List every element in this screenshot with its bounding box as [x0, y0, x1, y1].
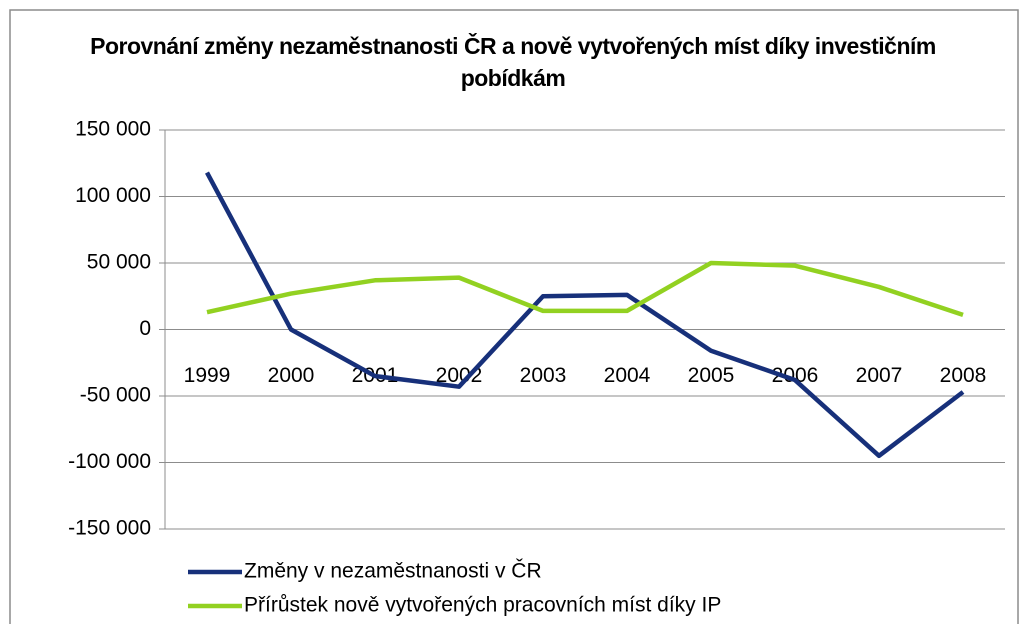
x-tick-label: 2000	[268, 364, 315, 387]
x-tick-label: 2008	[940, 364, 987, 387]
series-line	[206, 260, 964, 318]
x-tick-label: 2004	[604, 364, 651, 387]
y-tick-label: -50 000	[80, 384, 151, 407]
x-tick-label: 2005	[688, 364, 735, 387]
y-tick-label: 0	[139, 317, 151, 340]
legend-label: Změny v nezaměstnanosti v ČR	[244, 560, 542, 583]
x-tick-label: 2002	[436, 364, 483, 387]
y-tick-label: 100 000	[75, 184, 151, 207]
y-tick-label: -150 000	[68, 517, 151, 540]
y-tick-label: 50 000	[87, 251, 151, 274]
y-tick-label: 150 000	[75, 118, 151, 141]
x-tick-label: 2006	[772, 364, 819, 387]
legend-label: Přírůstek nově vytvořených pracovních mí…	[244, 594, 721, 617]
y-tick-label: -100 000	[68, 450, 151, 473]
x-tick-label: 1999	[184, 364, 231, 387]
chart-border	[9, 9, 1019, 624]
series-line	[205, 171, 965, 459]
x-tick-label: 2007	[856, 364, 903, 387]
chart-title: Porovnání změny nezaměstnanosti ČR a nov…	[90, 33, 936, 91]
x-tick-label: 2003	[520, 364, 567, 387]
